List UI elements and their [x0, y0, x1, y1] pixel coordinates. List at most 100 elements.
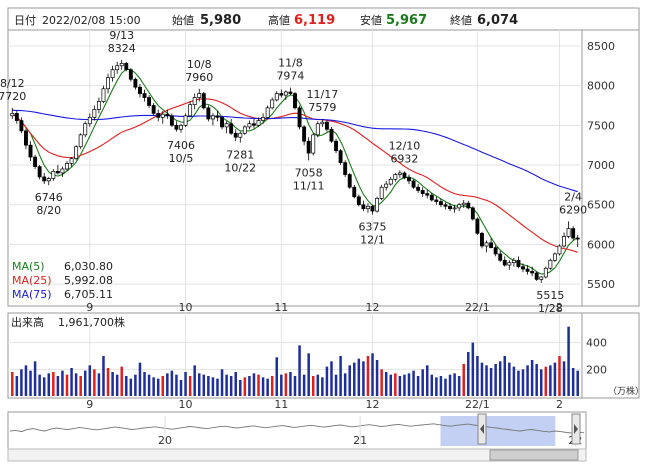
annotation-label: 6290 [559, 203, 587, 216]
close-value: 6,074 [477, 13, 518, 28]
candle-body [210, 115, 215, 120]
candle-body [434, 199, 439, 202]
navigator-scrollbar[interactable] [7, 448, 587, 462]
candle-body [206, 107, 211, 120]
candle-body [197, 93, 202, 98]
candle-body [324, 121, 329, 130]
volume-x-tick-label: 9 [86, 398, 93, 411]
price-y-tick-label: 6000 [587, 238, 615, 251]
candle-body [119, 63, 124, 67]
volume-bar [435, 377, 438, 396]
volume-bar [70, 368, 73, 396]
candle-body [425, 193, 430, 196]
volume-bar [430, 374, 434, 396]
volume-bar [106, 368, 110, 396]
candle-body [242, 126, 247, 134]
price-y-tick-label: 7500 [587, 119, 615, 132]
volume-bar [508, 362, 511, 396]
candle-body [283, 91, 288, 96]
candle-body [293, 93, 297, 109]
navigator-scroll-thumb[interactable] [489, 449, 579, 461]
volume-bar [20, 369, 23, 396]
candle-body [96, 101, 101, 110]
ma-legend: MA(5) 6,030.80 MA(25) 5,992.08 MA(75) 6,… [12, 260, 113, 301]
ma5-label: MA(5) [12, 260, 45, 273]
volume-bar [366, 356, 370, 396]
candle-body [452, 207, 457, 210]
candle-body [366, 205, 370, 210]
candle-body [352, 186, 357, 198]
candle-body [466, 202, 471, 209]
volume-bar [179, 380, 183, 396]
volume-bar [197, 373, 201, 396]
volume-bar [530, 360, 534, 396]
volume-bar [471, 342, 475, 396]
volume-bar [111, 372, 114, 396]
candle-body [10, 113, 15, 117]
candle-body [457, 204, 462, 209]
volume-bar [193, 365, 196, 396]
volume-bar [380, 369, 383, 396]
volume-bar [11, 372, 14, 396]
candle-body [224, 123, 229, 128]
candle-body [507, 262, 512, 266]
volume-bar [412, 370, 415, 396]
candle-body [147, 97, 152, 106]
candle-body [19, 120, 24, 132]
volume-bar [93, 369, 96, 396]
candle-body [311, 134, 316, 154]
candle-body [347, 174, 352, 188]
price-y-tick-label: 8000 [587, 80, 615, 93]
volume-bar [462, 364, 465, 396]
volume-bar [147, 374, 151, 396]
candle-body [566, 228, 571, 237]
annotation-label: 7406 [167, 139, 195, 152]
volume-bar [65, 374, 69, 396]
volume-bar [243, 377, 247, 396]
volume-bar [83, 370, 87, 396]
volume-bar [539, 369, 543, 396]
volume-bar [476, 356, 479, 396]
candle-body [87, 117, 92, 125]
volume-bar [307, 353, 310, 396]
price-x-tick-label: 2 [556, 301, 563, 314]
candle-body [74, 146, 79, 160]
candle-body [429, 194, 434, 201]
volume-bar [47, 373, 51, 396]
volume-bar [544, 366, 548, 396]
volume-bar [489, 368, 493, 396]
volume-bar [444, 378, 447, 396]
volume-bars [11, 326, 579, 396]
candle-body [411, 180, 416, 188]
candle-body [361, 204, 366, 210]
volume-bar [15, 376, 19, 396]
candle-body [393, 174, 398, 180]
volume-bar [29, 370, 32, 396]
candle-body [315, 123, 320, 136]
candle-body [101, 88, 106, 102]
open-label: 始値 [172, 13, 194, 27]
candle-body [552, 253, 557, 261]
candle-body [557, 245, 562, 255]
candle-body [534, 272, 539, 280]
candle-body [498, 253, 503, 261]
volume-bar [375, 360, 379, 396]
ma25-value: 5,992.08 [64, 274, 113, 287]
volume-bar [248, 376, 251, 396]
volume-bar [284, 373, 288, 396]
annotation-label: 8/12 [0, 77, 25, 90]
candle-body [306, 140, 311, 154]
annotation-label: 10/22 [224, 162, 256, 175]
navigator: 202122 [9, 416, 585, 447]
volume-bar [571, 368, 575, 396]
volume-bar [398, 376, 402, 396]
ma-line-MA(25) [11, 98, 578, 253]
candle-body [279, 93, 284, 96]
volume-bar [558, 356, 561, 396]
price-x-tick-label: 22/1 [465, 301, 490, 314]
candle-body [256, 120, 261, 126]
volume-bar [517, 370, 520, 396]
volume-bar [512, 366, 516, 396]
volume-bar [357, 358, 361, 396]
